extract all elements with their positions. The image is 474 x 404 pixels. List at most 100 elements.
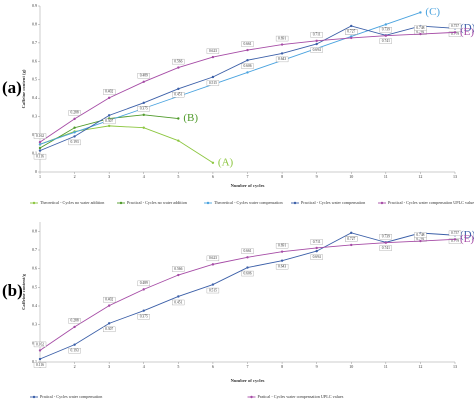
data-point — [246, 71, 249, 74]
data-point — [177, 273, 180, 277]
value-label-box — [103, 296, 116, 303]
data-point — [38, 349, 42, 352]
y-tick-label: 0.7 — [32, 40, 37, 45]
data-point — [73, 131, 76, 134]
legend-label: Pratical - Cycles water compensation UPL… — [258, 394, 344, 399]
y-tick-label: 0.5 — [32, 284, 37, 289]
value-label-box — [172, 92, 185, 98]
value-label-box — [310, 254, 323, 260]
data-point — [280, 43, 284, 46]
value-label: 0.402 — [105, 90, 113, 94]
annotation: (D) — [460, 22, 474, 34]
value-label: 0.739 — [382, 235, 390, 239]
x-tick-label: 3 — [108, 364, 110, 369]
value-label: 0.748 — [416, 26, 424, 30]
value-label-box — [68, 110, 81, 116]
y-tick-label: 0.8 — [32, 228, 37, 233]
legend-label: Theoretical - Cycles no water addition — [40, 200, 105, 205]
value-label: 0.193 — [71, 140, 79, 144]
value-label: 0.307 — [105, 119, 113, 123]
value-label: 0.727 — [347, 237, 355, 241]
value-label-box — [310, 32, 323, 38]
value-label: 0.515 — [209, 288, 217, 292]
value-label: 0.757 — [451, 231, 459, 235]
value-label: 0.489 — [140, 281, 148, 285]
value-label: 0.288 — [71, 111, 79, 115]
value-label: 0.643 — [278, 57, 286, 61]
data-point — [246, 48, 249, 52]
x-tick-label: 7 — [247, 364, 249, 369]
data-point — [350, 36, 353, 40]
data-point — [211, 283, 215, 286]
data-point — [211, 263, 215, 266]
legend-marker — [119, 201, 123, 205]
x-tick-label: 11 — [384, 174, 388, 179]
annotation: (E) — [460, 233, 474, 245]
value-label: 0.489 — [140, 74, 148, 78]
y-tick-label: 0.1 — [32, 359, 37, 364]
data-point — [38, 146, 42, 150]
data-point — [280, 250, 284, 253]
value-label: 0.727 — [347, 30, 355, 34]
value-label: 0.515 — [209, 81, 217, 85]
value-label: 0.791 — [416, 30, 424, 34]
data-point — [107, 322, 111, 325]
x-tick-label: 5 — [177, 174, 179, 179]
annotation: (E) — [460, 26, 474, 38]
value-label-box — [33, 133, 47, 139]
data-point — [419, 32, 422, 36]
value-label: 0.661 — [243, 249, 251, 253]
x-tick-label: 12 — [418, 364, 422, 369]
data-point — [315, 246, 318, 250]
data-point — [246, 59, 249, 62]
data-point — [177, 66, 180, 69]
legend-marker — [380, 201, 384, 205]
value-label: 0.748 — [416, 233, 424, 237]
y-tick-label: 0.4 — [32, 303, 37, 308]
y-tick-label: 0.9 — [32, 3, 37, 8]
data-point — [211, 161, 215, 164]
y-tick-label: 0.5 — [32, 77, 37, 82]
data-point — [246, 256, 249, 259]
legend-marker — [250, 395, 253, 399]
value-label: 0.711 — [313, 240, 321, 244]
value-label: 0.643 — [278, 264, 286, 268]
value-label-box — [68, 347, 81, 354]
value-label: 0.691 — [278, 36, 286, 40]
data-point — [177, 87, 180, 91]
value-label-box — [137, 314, 150, 320]
x-axis-title: Number of cycles — [231, 183, 265, 188]
value-label: 0.402 — [105, 297, 113, 301]
x-tick-label: 2 — [74, 364, 76, 369]
x-tick-label: 2 — [74, 174, 76, 179]
value-label: 0.711 — [313, 33, 321, 37]
value-label-box — [414, 232, 427, 238]
value-label: 0.694 — [313, 48, 321, 52]
data-point — [142, 126, 145, 129]
data-point — [142, 101, 145, 105]
legend-marker — [206, 201, 210, 205]
value-label-box — [241, 41, 254, 47]
x-tick-label: 11 — [384, 364, 388, 369]
value-label: 0.779 — [451, 239, 459, 243]
y-tick-label: 0.4 — [32, 95, 37, 100]
panel-label: (b) — [2, 281, 23, 300]
data-point — [211, 55, 215, 59]
value-label: 0.116 — [36, 363, 44, 367]
value-label: 0.691 — [278, 244, 286, 248]
x-tick-label: 3 — [108, 174, 110, 179]
value-label: 0.307 — [105, 327, 113, 331]
data-point — [73, 135, 76, 138]
data-point — [453, 238, 457, 241]
x-tick-label: 8 — [281, 174, 283, 179]
value-label-box — [241, 63, 254, 69]
data-point — [315, 42, 318, 46]
value-label-box — [137, 280, 150, 287]
data-point — [107, 124, 111, 128]
x-tick-label: 1 — [39, 174, 41, 179]
legend-label: Practical - Cycles no water addition — [127, 200, 188, 205]
data-point — [107, 96, 111, 100]
value-label-box — [68, 318, 81, 324]
value-label-box — [206, 255, 220, 262]
